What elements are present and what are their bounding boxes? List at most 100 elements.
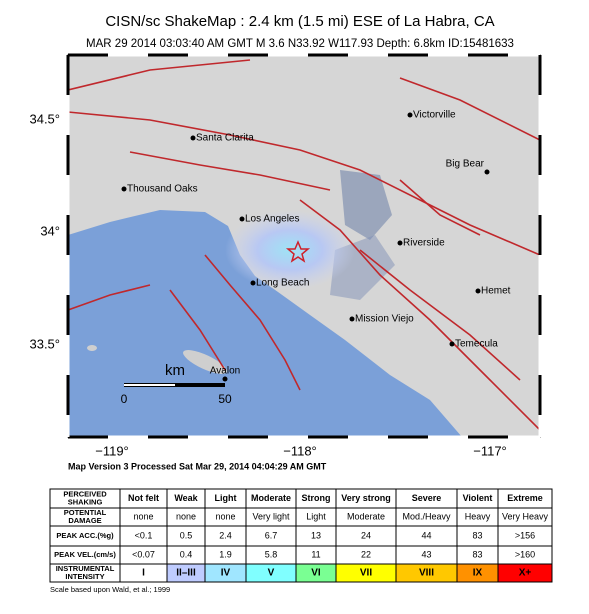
- table-value: Extreme: [507, 493, 543, 503]
- map-border: [66, 53, 542, 439]
- city-marker: [407, 112, 413, 118]
- table-value: >156: [515, 530, 535, 540]
- table-value: Moderate: [251, 493, 291, 503]
- table-value: VII: [360, 568, 372, 579]
- city-label: Long Beach: [256, 278, 309, 289]
- city-label: Hemet: [481, 286, 511, 297]
- lon-label: −118°: [283, 443, 317, 458]
- city-marker: [349, 316, 355, 322]
- row-label: PEAK ACC.(%g): [56, 531, 114, 540]
- table-value: Very strong: [341, 493, 391, 503]
- table-value: 6.7: [265, 530, 278, 540]
- subtitle: MAR 29 2014 03:03:40 AM GMT M 3.6 N33.92…: [86, 38, 514, 50]
- table-value: Light: [306, 511, 326, 521]
- table-value: X+: [519, 568, 532, 579]
- table-value: 24: [361, 530, 371, 540]
- city-marker: [484, 169, 490, 175]
- table-value: IV: [221, 568, 231, 579]
- title: CISN/sc ShakeMap : 2.4 km (1.5 mi) ESE o…: [105, 13, 494, 30]
- lat-label: 33.5°: [29, 336, 60, 351]
- table-value: none: [176, 511, 196, 521]
- table-value: <0.07: [132, 549, 155, 559]
- table-value: 83: [472, 549, 482, 559]
- table-value: 0.5: [180, 530, 193, 540]
- epicenter: [285, 240, 311, 263]
- city-marker: [121, 186, 127, 192]
- processed: Map Version 3 Processed Sat Mar 29, 2014…: [68, 461, 327, 471]
- relief: [340, 170, 392, 240]
- table-value: none: [133, 511, 153, 521]
- city-label: Victorville: [413, 110, 456, 121]
- table-value: 0.4: [180, 549, 193, 559]
- table-cell: [497, 563, 553, 583]
- table-value: 11: [311, 549, 320, 559]
- city-label: Big Bear: [446, 159, 485, 170]
- lon-label: −117°: [473, 443, 507, 458]
- table-value: 43: [421, 549, 431, 559]
- city-label: Santa Clarita: [196, 133, 254, 144]
- table-value: I: [142, 568, 145, 579]
- ocean: [68, 210, 462, 437]
- table-value: >160: [515, 549, 535, 559]
- table-value: 44: [421, 530, 431, 540]
- city-marker: [222, 376, 228, 382]
- city-label: Los Angeles: [245, 214, 300, 225]
- table-value: Moderate: [347, 511, 385, 521]
- table-value: 22: [361, 549, 371, 559]
- table-value: <0.1: [135, 530, 153, 540]
- table-value: 5.8: [265, 549, 278, 559]
- table-value: none: [215, 511, 235, 521]
- scale-unit: km: [165, 362, 185, 379]
- scale-start: 0: [121, 392, 128, 406]
- table-value: Heavy: [465, 511, 491, 521]
- city-label: Thousand Oaks: [127, 184, 198, 195]
- map-labels: 34.5° 34° 33.5° −119° −118° −117° Victorville S…: [29, 110, 510, 459]
- table-value: V: [268, 568, 275, 579]
- row-label: INTENSITY: [65, 572, 104, 581]
- table-value: Weak: [174, 493, 198, 503]
- table-value: IX: [473, 568, 483, 579]
- footnote: Scale based upon Wald, et al.; 1999: [50, 585, 170, 594]
- table-value: 1.9: [219, 549, 232, 559]
- lon-label: −119°: [95, 443, 129, 458]
- island: [87, 345, 97, 351]
- island: [183, 350, 227, 374]
- city-marker: [475, 288, 481, 294]
- city-marker: [397, 240, 403, 246]
- table-value: VI: [311, 568, 321, 579]
- table-value: Very light: [252, 511, 290, 521]
- table-value: VIII: [419, 568, 434, 579]
- table-value: Light: [215, 493, 237, 503]
- city-marker: [250, 280, 256, 286]
- city-label: Temecula: [455, 339, 498, 350]
- table-value: Mod./Heavy: [402, 511, 451, 521]
- row-label: POTENTIAL: [64, 508, 107, 517]
- lat-label: 34°: [40, 223, 60, 238]
- row-label: INSTRUMENTAL: [56, 564, 115, 573]
- table-value: 13: [311, 530, 321, 540]
- table-value: Not felt: [128, 493, 159, 503]
- city-marker: [239, 216, 245, 222]
- row-label: PEAK VEL.(cm/s): [54, 550, 116, 559]
- table-value: 83: [472, 530, 482, 540]
- table-value: 2.4: [219, 530, 232, 540]
- faults: [68, 59, 540, 431]
- city-marker: [449, 341, 455, 347]
- table-value: Severe: [412, 493, 442, 503]
- table-value: Very Heavy: [502, 511, 549, 521]
- scale-end: 50: [218, 392, 232, 406]
- table-value: Violent: [463, 493, 493, 503]
- row-label: PERCEIVED: [63, 489, 107, 498]
- city-label: Riverside: [403, 238, 445, 249]
- row-label: DAMAGE: [68, 516, 101, 525]
- table-value: Strong: [302, 493, 331, 503]
- city-marker: [190, 135, 196, 141]
- table-value: II–III: [176, 568, 196, 579]
- row-label: SHAKING: [68, 497, 103, 506]
- city-label: Avalon: [210, 366, 240, 377]
- map: [68, 55, 540, 437]
- city-label: Mission Viejo: [355, 314, 414, 325]
